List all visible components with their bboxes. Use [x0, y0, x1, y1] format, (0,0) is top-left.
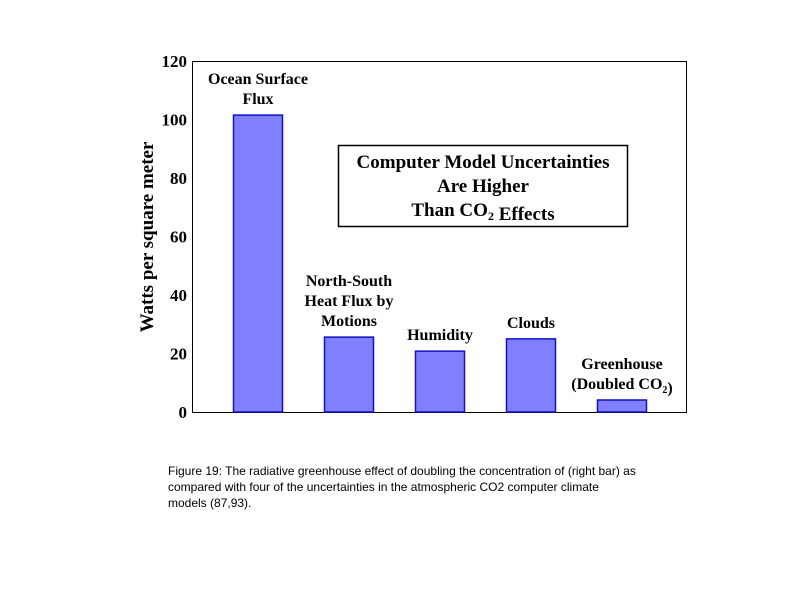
y-tick-label: 120 — [162, 52, 188, 71]
annotation-box: Computer Model Uncertainties Are Higher Th… — [337, 144, 629, 228]
annotation-line: Are Higher — [437, 176, 530, 197]
bar-category-label: (Doubled CO2) — [571, 376, 672, 397]
y-axis-label: Watts per square meter — [137, 141, 158, 332]
annotation-line: Than CO2 Effects — [411, 200, 554, 225]
figure-caption: Figure 19: The radiative greenhouse effe… — [168, 463, 636, 511]
caption-line: models (87,93). — [168, 496, 252, 510]
y-tick-label: 20 — [170, 345, 187, 364]
bar-category-label: Flux — [242, 91, 273, 108]
bar-category-label: Ocean Surface — [208, 71, 308, 88]
bar-category-label: North-South — [306, 273, 392, 290]
bar-category-label: Greenhouse — [581, 356, 662, 373]
y-tick-label: 100 — [162, 111, 188, 130]
caption-line: Figure 19: The radiative greenhouse effe… — [168, 464, 636, 478]
bar — [232, 114, 284, 413]
y-tick-label: 60 — [170, 228, 187, 247]
bar — [596, 399, 648, 413]
bar — [505, 338, 557, 413]
bar — [414, 350, 466, 413]
y-tick-label: 80 — [170, 169, 187, 188]
caption-line: compared with four of the uncertainties … — [168, 480, 599, 494]
bar-category-label: Motions — [321, 313, 377, 330]
y-tick-label: 40 — [170, 286, 187, 305]
bar-category-label: Humidity — [407, 327, 473, 344]
y-tick-label: 0 — [179, 403, 188, 422]
annotation-line: Computer Model Uncertainties — [357, 152, 610, 173]
bar-category-label: Heat Flux by — [305, 293, 394, 310]
bar-category-label: Clouds — [507, 315, 555, 332]
bar — [323, 336, 375, 413]
